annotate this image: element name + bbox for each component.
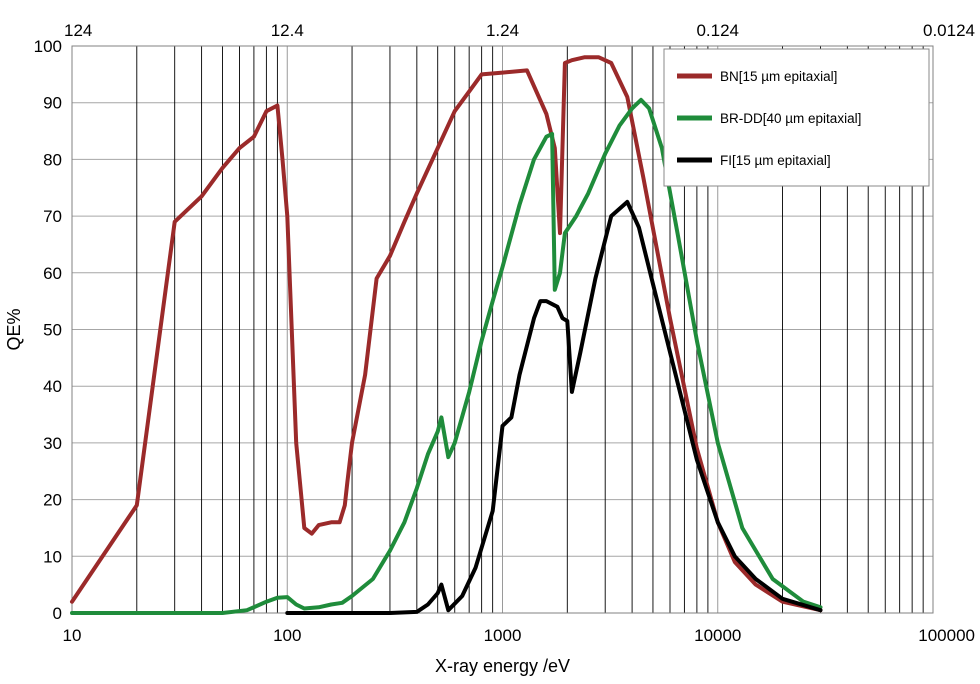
plot-frame: [71, 45, 934, 614]
y-tick-label: 30: [43, 434, 62, 453]
legend-label-bn: BN[15 µm epitaxial]: [720, 69, 837, 84]
series-line-fi: [285, 199, 823, 615]
legend-label-br-dd: BR-DD[40 µm epitaxial]: [720, 111, 861, 126]
top-tick-label: 0.124: [696, 21, 739, 40]
legend-label-fi: FI[15 µm epitaxial]: [720, 153, 831, 168]
series-layer: [70, 55, 823, 615]
x-tick-label: 100000: [918, 626, 975, 645]
y-tick-label: 50: [43, 321, 62, 340]
y-tick-label: 80: [43, 150, 62, 169]
y-tick-label: 40: [43, 377, 62, 396]
top-tick-label: 124: [64, 21, 92, 40]
y-axis-title: QE%: [4, 308, 24, 350]
x-tick-label: 1000: [484, 626, 522, 645]
x-axis-title: X-ray energy /eV: [435, 656, 570, 676]
y-tick-label: 10: [43, 547, 62, 566]
x-tick-labels: 10 100 1000 10000 100000: [63, 626, 975, 645]
x-tick-label: 10000: [694, 626, 741, 645]
series-line-br-dd: [70, 97, 823, 615]
y-tick-label: 20: [43, 491, 62, 510]
top-tick-label: 1.24: [486, 21, 519, 40]
top-tick-label: 12.4: [271, 21, 304, 40]
legend: BN[15 µm epitaxial] BR-DD[40 µm epitaxia…: [663, 48, 930, 187]
top-tick-label: 0.0124: [923, 21, 975, 40]
y-tick-label: 100: [34, 37, 62, 56]
x-tick-label: 10: [63, 626, 82, 645]
y-tick-labels: 0 10 20 30 40 50 60 70 80 90 100: [34, 37, 62, 623]
x-tick-label: 100: [273, 626, 301, 645]
y-tick-label: 60: [43, 264, 62, 283]
y-tick-label: 90: [43, 94, 62, 113]
top-tick-labels: 124 12.4 1.24 0.124 0.0124: [64, 21, 975, 40]
y-tick-label: 70: [43, 207, 62, 226]
y-tick-label: 0: [53, 604, 62, 623]
